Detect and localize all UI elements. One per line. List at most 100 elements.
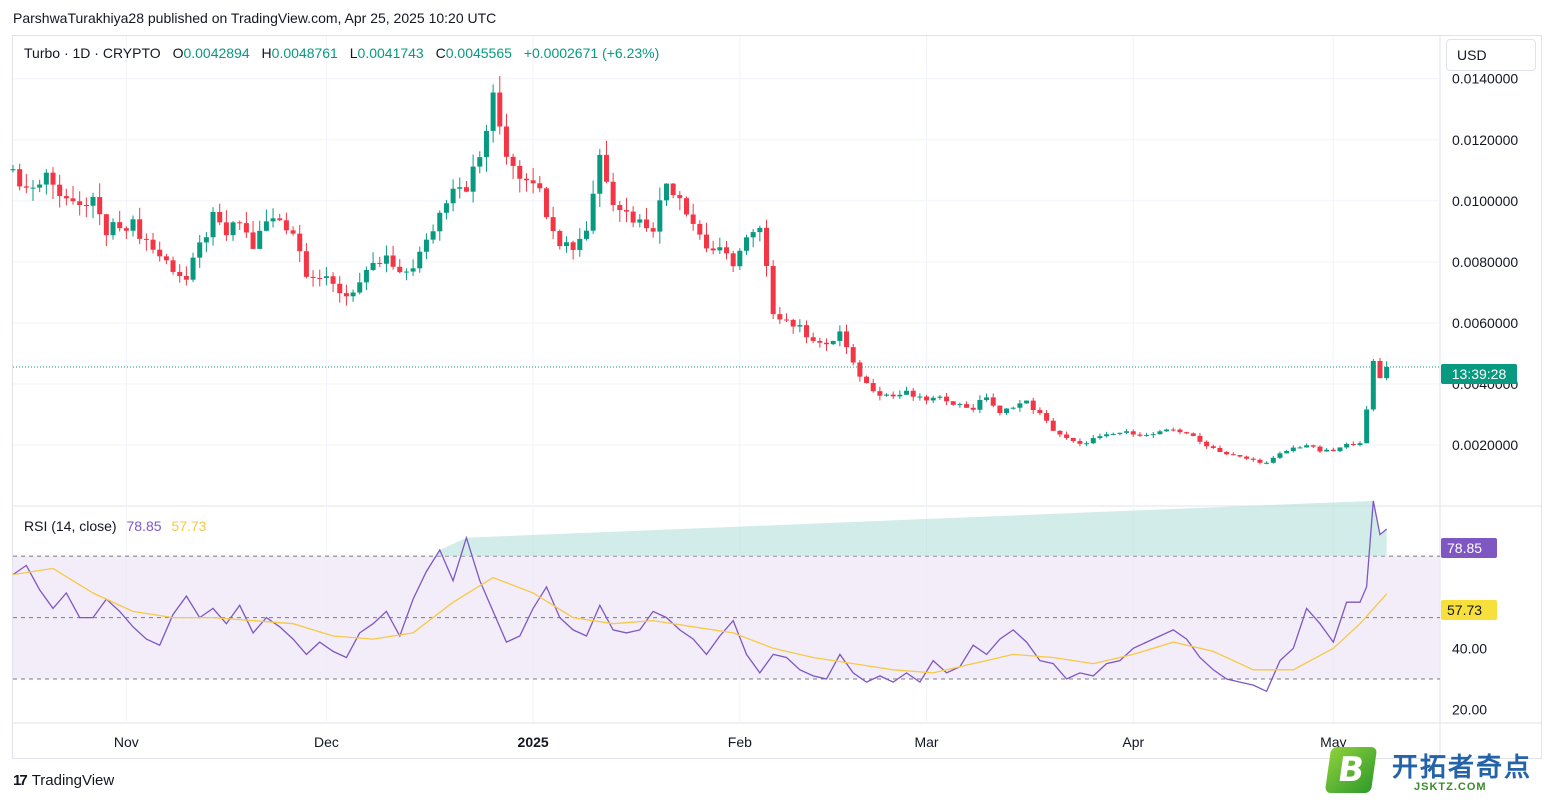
candle-body (1164, 429, 1170, 432)
candle-body (117, 222, 123, 229)
candle-body (583, 230, 589, 239)
change-value: +0.0002671 (+6.23%) (523, 45, 660, 61)
candle-body (830, 340, 836, 345)
candle-body (1144, 435, 1150, 437)
candle-body (523, 178, 529, 181)
candle-body (450, 188, 456, 204)
candle-body (330, 276, 336, 284)
candle-body (437, 212, 443, 232)
candle-body (1090, 438, 1096, 444)
candle-body (1197, 435, 1203, 442)
candle-body (810, 337, 816, 341)
candle-body (283, 220, 289, 231)
candle-body (897, 394, 903, 397)
candle-body (603, 154, 609, 182)
open-label: O (172, 45, 184, 61)
candle-body (1057, 430, 1063, 435)
candle-body (277, 218, 283, 221)
candle-body (417, 251, 423, 269)
candle-body (784, 319, 790, 321)
candle-body (857, 362, 863, 377)
candle-body (950, 401, 956, 405)
candle-body (944, 396, 950, 402)
candle-body (930, 397, 936, 401)
candle-body (1270, 457, 1276, 463)
candle-body (1230, 454, 1236, 456)
candle-body (1290, 447, 1296, 452)
candle-body (243, 223, 249, 233)
x-tick-label: 2025 (518, 734, 549, 750)
candle-body (1124, 431, 1130, 433)
candle-body (1037, 410, 1043, 414)
candle-body (323, 276, 329, 279)
tradingview-logo[interactable]: 17 TradingView (13, 772, 114, 789)
candle-body (643, 219, 649, 229)
candle-body (577, 238, 583, 250)
candle-body (904, 390, 910, 395)
candle-body (1337, 447, 1343, 452)
rsi-ma-legend-value: 57.73 (171, 518, 207, 534)
candle-body (537, 183, 543, 189)
candle-body (443, 203, 449, 213)
candle-body (1330, 449, 1336, 452)
candle-body (1017, 403, 1023, 408)
candle-body (250, 232, 256, 249)
candle-body (703, 234, 709, 249)
candle-body (130, 219, 136, 231)
candle-body (377, 262, 383, 264)
candle-body (430, 231, 436, 240)
candle-body (17, 169, 23, 187)
candle-body (163, 256, 169, 261)
candle-body (623, 210, 629, 212)
candle-body (230, 222, 236, 236)
candle-body (383, 255, 389, 264)
candle-body (630, 211, 636, 223)
price-tick-label: 0.0020000 (1452, 437, 1518, 453)
candle-body (290, 230, 296, 234)
candle-body (37, 184, 43, 188)
symbol-label[interactable]: Turbo · 1D · CRYPTO (24, 45, 161, 61)
rsi-tick-label: 40.00 (1452, 640, 1487, 656)
candle-body (690, 214, 696, 224)
candle-body (177, 271, 183, 277)
candle-body (683, 198, 689, 215)
candle-body (343, 293, 349, 297)
publisher-line: ParshwaTurakhiya28 published on TradingV… (13, 10, 497, 26)
candle-body (1204, 441, 1210, 447)
candle-body (1184, 432, 1190, 434)
candle-body (1297, 447, 1303, 449)
low-label: L (349, 45, 358, 61)
candle-body (797, 325, 803, 327)
candle-body (1170, 429, 1176, 431)
candle-body (197, 242, 203, 258)
candle-body (1077, 441, 1083, 444)
open-value: 0.0042894 (183, 45, 250, 61)
candle-body (650, 228, 656, 232)
watermark-subtitle: JSKTZ.COM (1414, 781, 1487, 793)
candle-body (223, 222, 229, 236)
candle-body (850, 347, 856, 363)
candle-body (824, 342, 830, 345)
tradingview-brand: TradingView (31, 772, 115, 789)
candle-body (757, 227, 763, 233)
rsi-legend: RSI (14, close) 78.85 57.73 (24, 518, 206, 534)
x-tick-label: Feb (728, 734, 752, 750)
candle-body (770, 265, 776, 315)
candle-body (1284, 451, 1290, 454)
currency-button[interactable]: USD (1446, 39, 1536, 71)
watermark: B 开拓者奇点 JSKTZ.COM (1310, 745, 1550, 800)
candle-body (697, 223, 703, 235)
candle-body (750, 232, 756, 238)
candle-body (423, 239, 429, 252)
candle-body (483, 130, 489, 158)
candle-body (1357, 443, 1363, 445)
rsi-label[interactable]: RSI (14, close) (24, 518, 117, 534)
candle-body (597, 154, 603, 194)
candle-body (1044, 413, 1050, 421)
candle-body (1130, 431, 1136, 435)
candle-body (210, 212, 216, 238)
candle-body (1064, 434, 1070, 438)
candle-body (203, 237, 209, 243)
candle-body (490, 92, 496, 131)
